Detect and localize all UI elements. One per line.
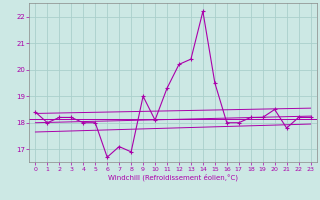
X-axis label: Windchill (Refroidissement éolien,°C): Windchill (Refroidissement éolien,°C) <box>108 173 238 181</box>
